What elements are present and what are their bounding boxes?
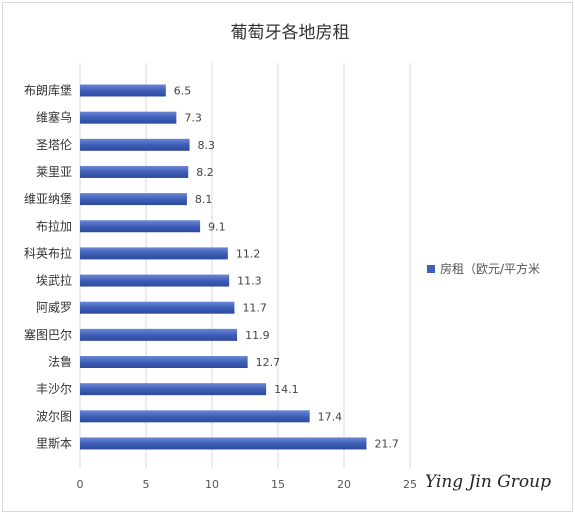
x-tick-label: 20 (337, 478, 351, 491)
bar (80, 383, 267, 396)
data-label: 8.1 (195, 193, 213, 206)
x-tick-label: 0 (77, 478, 84, 491)
x-tick-label: 10 (205, 478, 219, 491)
category-label: 维亚纳堡 (24, 191, 72, 206)
data-label: 14.1 (274, 383, 299, 396)
category-label: 丰沙尔 (36, 381, 72, 396)
bar (80, 138, 190, 151)
watermark: Ying Jin Group (425, 472, 551, 492)
data-label: 11.7 (242, 302, 267, 315)
bar (80, 247, 228, 260)
legend: 房租（欧元/平方米 (427, 261, 540, 276)
data-label: 9.1 (208, 220, 226, 233)
label-layer: 布朗库堡 6.5 维塞乌 7.3 圣塔伦 8.3 莱里亚 8.2 维亚纳堡 8.1 布拉加 9.1 科英… (24, 83, 399, 451)
data-label: 8.2 (196, 166, 214, 179)
bar (80, 193, 187, 206)
bar (80, 301, 235, 314)
bar (80, 220, 201, 233)
grid-layer: 0 5 10 15 20 25 (77, 63, 417, 491)
category-label: 塞图巴尔 (24, 327, 72, 342)
category-label: 法鲁 (48, 355, 72, 369)
data-label: 21.7 (374, 437, 399, 450)
category-label: 科英布拉 (24, 245, 72, 260)
x-tick-label: 25 (403, 478, 417, 491)
bar (80, 328, 238, 341)
data-label: 11.9 (245, 329, 270, 342)
bar (80, 165, 189, 178)
category-label: 维塞乌 (36, 110, 72, 125)
category-label: 埃武拉 (36, 273, 72, 288)
category-label: 莱里亚 (36, 165, 72, 179)
category-label: 圣塔伦 (36, 137, 72, 152)
bar (80, 356, 248, 368)
data-label: 6.5 (174, 85, 192, 98)
data-label: 11.3 (237, 275, 262, 288)
category-label: 里斯本 (36, 436, 72, 450)
category-label: 阿威罗 (36, 301, 72, 315)
chart-title: 葡萄牙各地房租 (231, 23, 350, 43)
legend-label: 房租（欧元/平方米 (440, 261, 540, 276)
legend-swatch (427, 265, 435, 273)
data-label: 11.2 (236, 247, 261, 260)
category-label: 布拉加 (36, 218, 72, 233)
data-label: 7.3 (184, 112, 202, 125)
bar (80, 111, 177, 124)
data-label: 8.3 (198, 139, 216, 152)
bar (80, 84, 166, 97)
data-label: 17.4 (318, 410, 343, 423)
bar (80, 437, 367, 450)
bar (80, 410, 310, 423)
bar (80, 274, 230, 287)
category-label: 波尔图 (36, 408, 72, 423)
category-label: 布朗库堡 (24, 83, 72, 98)
data-label: 12.7 (256, 356, 281, 369)
x-tick-label: 5 (143, 478, 150, 491)
bar-layer (80, 84, 367, 450)
x-tick-label: 15 (271, 478, 285, 491)
